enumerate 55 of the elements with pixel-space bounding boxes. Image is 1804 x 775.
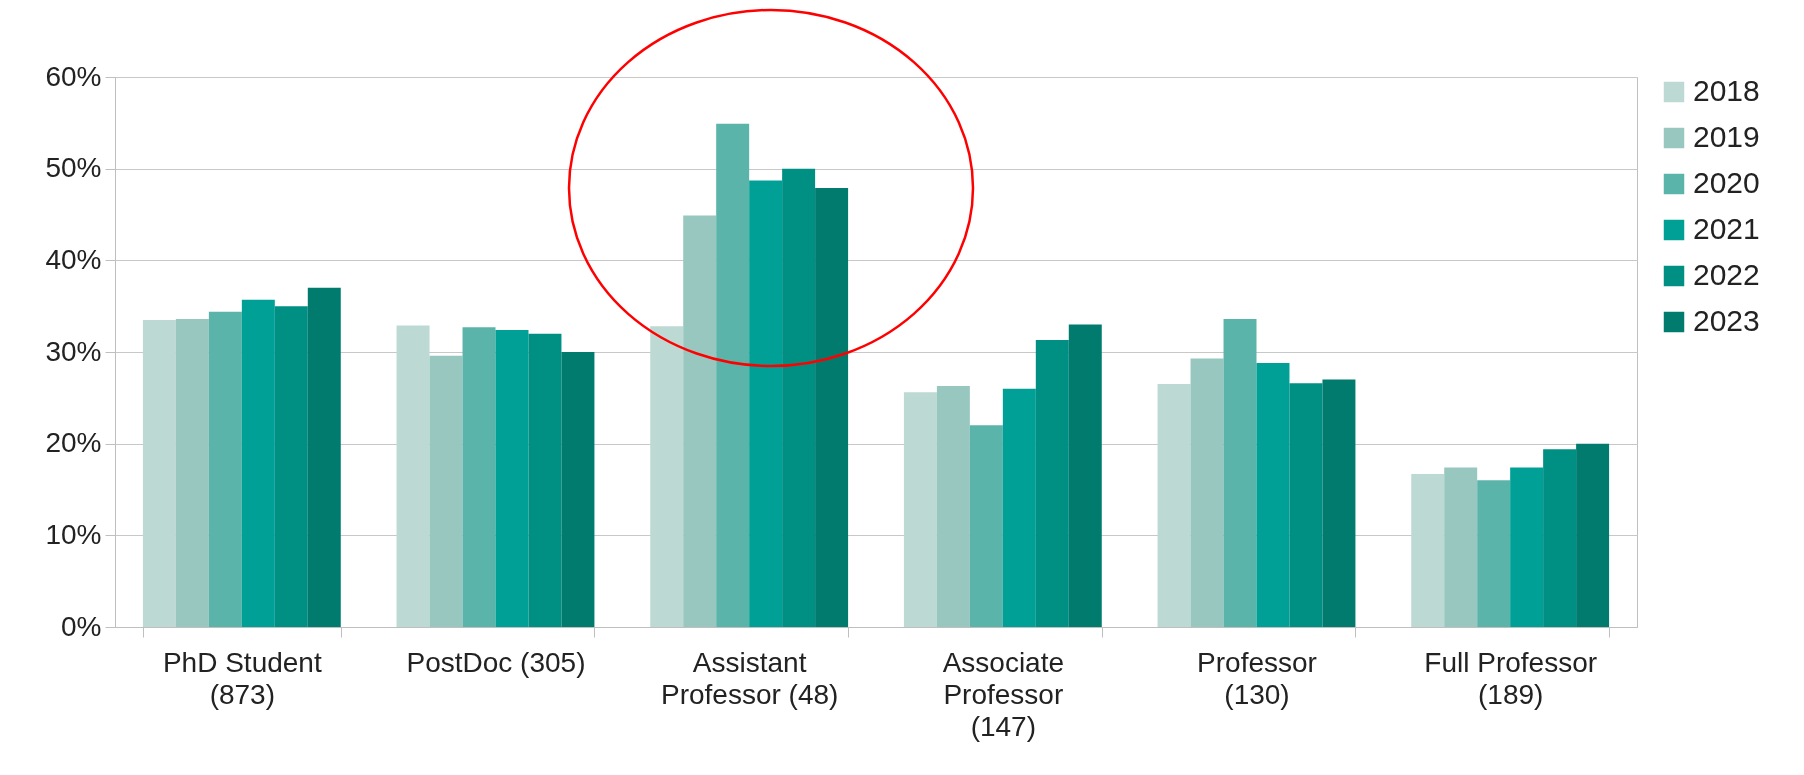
bar xyxy=(1543,449,1577,627)
bar xyxy=(1223,319,1257,627)
x-tick-label: Associate Professor (147) xyxy=(942,646,1065,742)
bar xyxy=(1444,467,1478,627)
bar xyxy=(936,385,970,627)
legend-label: 2019 xyxy=(1693,120,1760,153)
bar xyxy=(1322,379,1356,627)
y-tick-label: 20% xyxy=(45,427,102,459)
y-tick-label: 30% xyxy=(45,335,102,367)
legend-label: 2018 xyxy=(1693,74,1760,107)
bar xyxy=(1068,324,1102,627)
bar xyxy=(1190,358,1224,627)
bar xyxy=(175,319,209,627)
bar xyxy=(462,327,496,627)
x-tick-label: PhD Student (873) xyxy=(162,646,322,710)
bar xyxy=(274,306,308,627)
legend-label: 2020 xyxy=(1693,166,1760,199)
y-tick-label: 50% xyxy=(45,152,102,184)
legend-label: 2021 xyxy=(1693,212,1760,245)
x-tick-label: PostDoc (305) xyxy=(406,646,586,678)
bar xyxy=(142,319,176,627)
bar xyxy=(1256,363,1290,627)
bar xyxy=(650,326,684,627)
bar xyxy=(429,355,463,627)
bar xyxy=(561,352,595,627)
bar xyxy=(307,287,341,627)
legend-label: 2023 xyxy=(1693,304,1760,337)
bar xyxy=(815,187,849,627)
x-tick-label: Full Professor (189) xyxy=(1424,646,1598,710)
bar xyxy=(241,299,275,627)
bar xyxy=(1035,340,1069,627)
legend-label: 2022 xyxy=(1693,258,1760,291)
bar xyxy=(782,168,816,627)
bar xyxy=(969,425,1003,627)
bar xyxy=(396,325,430,627)
x-tick-label: Assistant Professor (48) xyxy=(660,646,839,710)
bar xyxy=(528,333,562,627)
y-tick-label: 10% xyxy=(45,518,102,550)
bar xyxy=(1411,473,1445,627)
bar xyxy=(208,311,242,627)
bar xyxy=(903,392,937,627)
bar xyxy=(1002,388,1036,627)
bar xyxy=(683,215,717,627)
bar xyxy=(1510,467,1544,627)
y-tick-label: 0% xyxy=(61,610,102,642)
bar xyxy=(495,330,529,627)
bar xyxy=(716,123,750,627)
y-tick-label: 40% xyxy=(45,243,102,275)
bar xyxy=(1477,480,1511,627)
y-tick-label: 60% xyxy=(45,60,102,92)
bar xyxy=(1289,383,1323,627)
bar xyxy=(1157,384,1191,627)
bar xyxy=(1576,443,1610,627)
bar xyxy=(749,180,783,627)
x-tick-label: Professor (130) xyxy=(1197,646,1317,710)
